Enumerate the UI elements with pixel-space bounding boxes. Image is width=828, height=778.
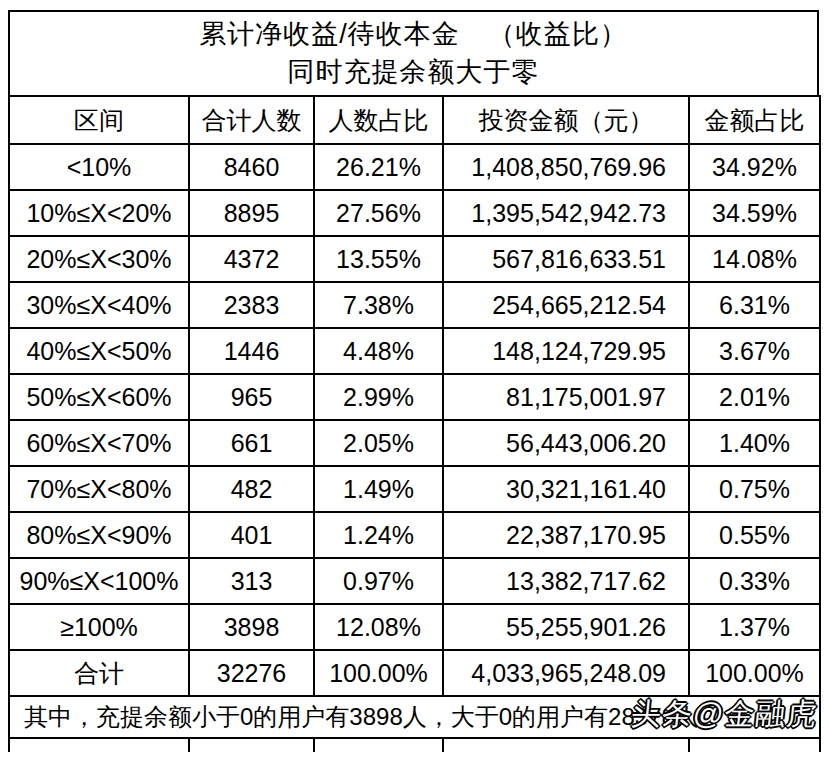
cell-people-pct: 27.56%	[314, 190, 443, 236]
header-range: 区间	[9, 96, 189, 144]
table-row: 40%≤X<50% 1446 4.48% 148,124,729.95 3.67…	[9, 328, 820, 374]
table-row: ≥100% 3898 12.08% 55,255,901.26 1.37%	[9, 604, 820, 650]
watermark: 头条@金融虎	[628, 696, 819, 735]
table-row: 20%≤X<30% 4372 13.55% 567,816,633.51 14.…	[9, 236, 820, 282]
cell-range: <10%	[9, 144, 189, 190]
cell-amount: 1,408,850,769.96	[443, 144, 689, 190]
cell-people: 1446	[189, 328, 314, 374]
cell-people: 4372	[189, 236, 314, 282]
cell-people: 313	[189, 558, 314, 604]
cutoff-cell	[314, 738, 443, 752]
cell-amount-pct: 34.59%	[689, 190, 820, 236]
cell-people-pct: 12.08%	[314, 604, 443, 650]
header-amount-pct: 金额占比	[689, 96, 820, 144]
footnote-text: 其中，充提余额小于0的用户有3898人，大于0的用户有28378人	[24, 703, 699, 730]
cell-people: 8460	[189, 144, 314, 190]
footnote-row: 其中，充提余额小于0的用户有3898人，大于0的用户有28378人 头条@金融虎	[9, 696, 820, 738]
cell-people-pct: 26.21%	[314, 144, 443, 190]
cell-amount: 55,255,901.26	[443, 604, 689, 650]
cell-amount: 56,443,006.20	[443, 420, 689, 466]
cell-amount-pct: 3.67%	[689, 328, 820, 374]
table-row: 80%≤X<90% 401 1.24% 22,387,170.95 0.55%	[9, 512, 820, 558]
header-row: 区间 合计人数 人数占比 投资金额（元） 金额占比	[9, 96, 820, 144]
cell-people-pct: 2.99%	[314, 374, 443, 420]
cell-range: 10%≤X<20%	[9, 190, 189, 236]
cell-amount: 148,124,729.95	[443, 328, 689, 374]
cell-amount: 567,816,633.51	[443, 236, 689, 282]
cell-people: 482	[189, 466, 314, 512]
cell-amount-pct: 0.75%	[689, 466, 820, 512]
page: 累计净收益/待收本金 （收益比） 同时充提余额大于零 区间 合计人数 人数占比 …	[0, 0, 828, 778]
cell-people-pct: 1.49%	[314, 466, 443, 512]
cell-people-pct: 2.05%	[314, 420, 443, 466]
cell-range: 80%≤X<90%	[9, 512, 189, 558]
data-table: 区间 合计人数 人数占比 投资金额（元） 金额占比 <10% 8460 26.2…	[8, 95, 821, 752]
cell-people: 3898	[189, 604, 314, 650]
cutoff-cell	[689, 738, 820, 752]
page-title-line2: 同时充提余额大于零	[288, 56, 540, 90]
cell-amount-pct: 34.92%	[689, 144, 820, 190]
cell-amount-pct: 2.01%	[689, 374, 820, 420]
table-row: 50%≤X<60% 965 2.99% 81,175,001.97 2.01%	[9, 374, 820, 420]
cutoff-cell	[189, 738, 314, 752]
cell-people-pct: 4.48%	[314, 328, 443, 374]
table-row: 90%≤X<100% 313 0.97% 13,382,717.62 0.33%	[9, 558, 820, 604]
cell-people-pct: 0.97%	[314, 558, 443, 604]
cell-amount-pct: 1.37%	[689, 604, 820, 650]
total-amount-pct: 100.00%	[689, 650, 820, 696]
total-amount: 4,033,965,248.09	[443, 650, 689, 696]
cell-range: ≥100%	[9, 604, 189, 650]
header-total-people: 合计人数	[189, 96, 314, 144]
total-people: 32276	[189, 650, 314, 696]
cell-people-pct: 1.24%	[314, 512, 443, 558]
table-row: 60%≤X<70% 661 2.05% 56,443,006.20 1.40%	[9, 420, 820, 466]
cell-people: 661	[189, 420, 314, 466]
cutoff-cell	[9, 738, 189, 752]
cell-amount: 30,321,161.40	[443, 466, 689, 512]
cell-amount: 1,395,542,942.73	[443, 190, 689, 236]
cell-people: 8895	[189, 190, 314, 236]
cell-range: 40%≤X<50%	[9, 328, 189, 374]
cell-people: 2383	[189, 282, 314, 328]
header-invest-amount: 投资金额（元）	[443, 96, 689, 144]
cell-amount: 22,387,170.95	[443, 512, 689, 558]
cell-people-pct: 13.55%	[314, 236, 443, 282]
cell-amount: 81,175,001.97	[443, 374, 689, 420]
cell-range: 30%≤X<40%	[9, 282, 189, 328]
table-row: 70%≤X<80% 482 1.49% 30,321,161.40 0.75%	[9, 466, 820, 512]
cell-range: 90%≤X<100%	[9, 558, 189, 604]
cell-people: 965	[189, 374, 314, 420]
total-row: 合计 32276 100.00% 4,033,965,248.09 100.00…	[9, 650, 820, 696]
cell-amount: 13,382,717.62	[443, 558, 689, 604]
cutoff-row	[9, 738, 820, 752]
cell-range: 50%≤X<60%	[9, 374, 189, 420]
cell-amount: 254,665,212.54	[443, 282, 689, 328]
cell-amount-pct: 1.40%	[689, 420, 820, 466]
cell-amount-pct: 0.33%	[689, 558, 820, 604]
table-row: 10%≤X<20% 8895 27.56% 1,395,542,942.73 3…	[9, 190, 820, 236]
cell-amount-pct: 14.08%	[689, 236, 820, 282]
cell-people: 401	[189, 512, 314, 558]
header-people-pct: 人数占比	[314, 96, 443, 144]
cell-range: 60%≤X<70%	[9, 420, 189, 466]
table-row: <10% 8460 26.21% 1,408,850,769.96 34.92%	[9, 144, 820, 190]
cell-range: 70%≤X<80%	[9, 466, 189, 512]
cell-people-pct: 7.38%	[314, 282, 443, 328]
cell-range: 20%≤X<30%	[9, 236, 189, 282]
page-title-line1: 累计净收益/待收本金 （收益比）	[199, 18, 628, 52]
cell-amount-pct: 0.55%	[689, 512, 820, 558]
cell-amount-pct: 6.31%	[689, 282, 820, 328]
table-title-box: 累计净收益/待收本金 （收益比） 同时充提余额大于零	[8, 10, 819, 97]
total-people-pct: 100.00%	[314, 650, 443, 696]
total-label: 合计	[9, 650, 189, 696]
cutoff-cell	[443, 738, 689, 752]
table-row: 30%≤X<40% 2383 7.38% 254,665,212.54 6.31…	[9, 282, 820, 328]
footnote-cell: 其中，充提余额小于0的用户有3898人，大于0的用户有28378人 头条@金融虎	[9, 696, 820, 738]
